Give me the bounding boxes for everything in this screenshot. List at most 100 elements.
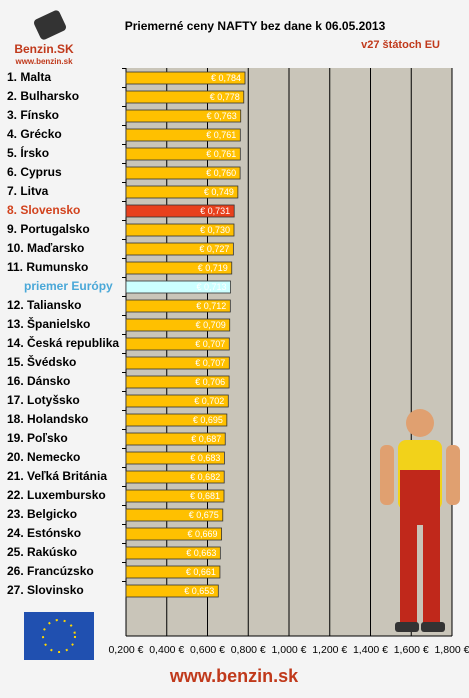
y-tick-label: 4. Grécko xyxy=(7,127,62,141)
bar xyxy=(125,318,231,332)
eu-flag xyxy=(24,612,94,660)
x-tick-label: 1,600 € xyxy=(394,644,429,656)
bar xyxy=(125,508,224,522)
x-tick-label: 0,400 € xyxy=(149,644,184,656)
value-label: € 0,707 xyxy=(195,358,225,368)
bar xyxy=(125,451,225,465)
value-label: € 0,713 xyxy=(196,282,226,292)
bar xyxy=(125,242,234,256)
bar xyxy=(125,109,242,123)
bar xyxy=(125,223,235,237)
y-tick-label: 12. Taliansko xyxy=(7,298,81,312)
value-label: € 0,761 xyxy=(206,149,236,159)
y-tick-label: 5. Írsko xyxy=(7,145,49,160)
bar xyxy=(125,394,229,408)
y-tick-label: 11. Rumunsko xyxy=(7,260,88,274)
y-tick-label: 24. Estónsko xyxy=(7,526,81,540)
y-tick-label: 6. Cyprus xyxy=(7,165,62,179)
y-tick-label: 15. Švédsko xyxy=(7,354,76,369)
x-tick-label: 1,400 € xyxy=(353,644,388,656)
value-label: € 0,653 xyxy=(184,586,214,596)
value-label: € 0,687 xyxy=(191,434,221,444)
bar xyxy=(125,489,225,503)
chart-title: Priemerné ceny NAFTY bez dane k 06.05.20… xyxy=(125,19,386,33)
y-tick-label: 20. Nemecko xyxy=(7,450,80,464)
value-label: € 0,709 xyxy=(196,320,226,330)
logo-icon xyxy=(33,10,67,40)
bar xyxy=(125,337,230,351)
value-label: € 0,719 xyxy=(198,263,228,273)
value-label: € 0,727 xyxy=(199,244,229,254)
logo-name: Benzin.SK xyxy=(14,42,74,56)
bar xyxy=(125,166,241,180)
bar xyxy=(125,584,219,598)
y-tick-label: 17. Lotyšsko xyxy=(7,393,80,407)
value-label: € 0,681 xyxy=(190,491,220,501)
bar xyxy=(125,470,225,484)
logo-url: www.benzin.sk xyxy=(14,57,73,66)
value-label: € 0,731 xyxy=(200,206,230,216)
bar xyxy=(125,356,230,370)
x-tick-label: 0,800 € xyxy=(231,644,266,656)
bar xyxy=(125,546,221,560)
x-tick-label: 0,200 € xyxy=(108,644,143,656)
value-label: € 0,784 xyxy=(211,73,241,83)
worker-figure xyxy=(380,409,460,632)
chart-subtitle: v27 štátoch EU xyxy=(361,39,440,51)
bar xyxy=(125,527,222,541)
value-label: € 0,778 xyxy=(210,92,240,102)
y-tick-label: 1. Malta xyxy=(7,70,51,84)
value-label: € 0,661 xyxy=(186,567,216,577)
y-tick-label: 8. Slovensko xyxy=(7,203,80,217)
bar xyxy=(125,71,246,85)
bar xyxy=(125,204,235,218)
y-tick-label: 10. Maďarsko xyxy=(7,241,84,255)
x-tick-label: 0,600 € xyxy=(190,644,225,656)
bar xyxy=(125,147,241,161)
y-tick-label: 25. Rakúsko xyxy=(7,545,77,559)
y-tick-label: 21. Veľká Británia xyxy=(7,469,107,483)
y-tick-label: 2. Bulharsko xyxy=(7,89,79,103)
bar xyxy=(125,413,228,427)
y-tick-label: 22. Luxembursko xyxy=(7,488,106,502)
bar xyxy=(125,280,231,294)
value-label: € 0,663 xyxy=(186,548,216,558)
value-label: € 0,707 xyxy=(195,339,225,349)
value-label: € 0,675 xyxy=(189,510,219,520)
bar xyxy=(125,565,221,579)
y-tick-label: 16. Dánsko xyxy=(7,374,70,388)
value-label: € 0,712 xyxy=(196,301,226,311)
bar xyxy=(125,90,245,104)
y-tick-label: 18. Holandsko xyxy=(7,412,88,426)
y-tick-label: 3. Fínsko xyxy=(7,108,59,122)
x-tick-label: 1,800 € xyxy=(434,644,469,656)
value-label: € 0,761 xyxy=(206,130,236,140)
value-label: € 0,749 xyxy=(204,187,234,197)
bar xyxy=(125,128,241,142)
value-label: € 0,702 xyxy=(194,396,224,406)
value-label: € 0,669 xyxy=(188,529,218,539)
y-tick-label: 19. Poľsko xyxy=(7,431,68,445)
value-label: € 0,730 xyxy=(200,225,230,235)
y-tick-label: 23. Belgicko xyxy=(7,507,77,521)
value-label: € 0,695 xyxy=(193,415,223,425)
value-label: € 0,706 xyxy=(195,377,225,387)
y-tick-label: 14. Česká republika xyxy=(7,335,119,350)
logo: Benzin.SK www.benzin.sk xyxy=(14,10,74,66)
bar xyxy=(125,261,233,275)
y-tick-label: 13. Španielsko xyxy=(7,316,90,331)
footer-url: www.benzin.sk xyxy=(169,666,299,686)
bar xyxy=(125,185,239,199)
bar xyxy=(125,432,226,446)
bar xyxy=(125,299,231,313)
x-tick-label: 1,000 € xyxy=(271,644,306,656)
value-label: € 0,683 xyxy=(190,453,220,463)
value-label: € 0,760 xyxy=(206,168,236,178)
y-tick-label: 26. Francúzsko xyxy=(7,564,94,578)
bar xyxy=(125,375,230,389)
y-tick-label: 27. Slovinsko xyxy=(7,583,84,597)
x-tick-label: 1,200 € xyxy=(312,644,347,656)
y-tick-label: 7. Litva xyxy=(7,184,49,198)
y-tick-label: 9. Portugalsko xyxy=(7,222,90,236)
